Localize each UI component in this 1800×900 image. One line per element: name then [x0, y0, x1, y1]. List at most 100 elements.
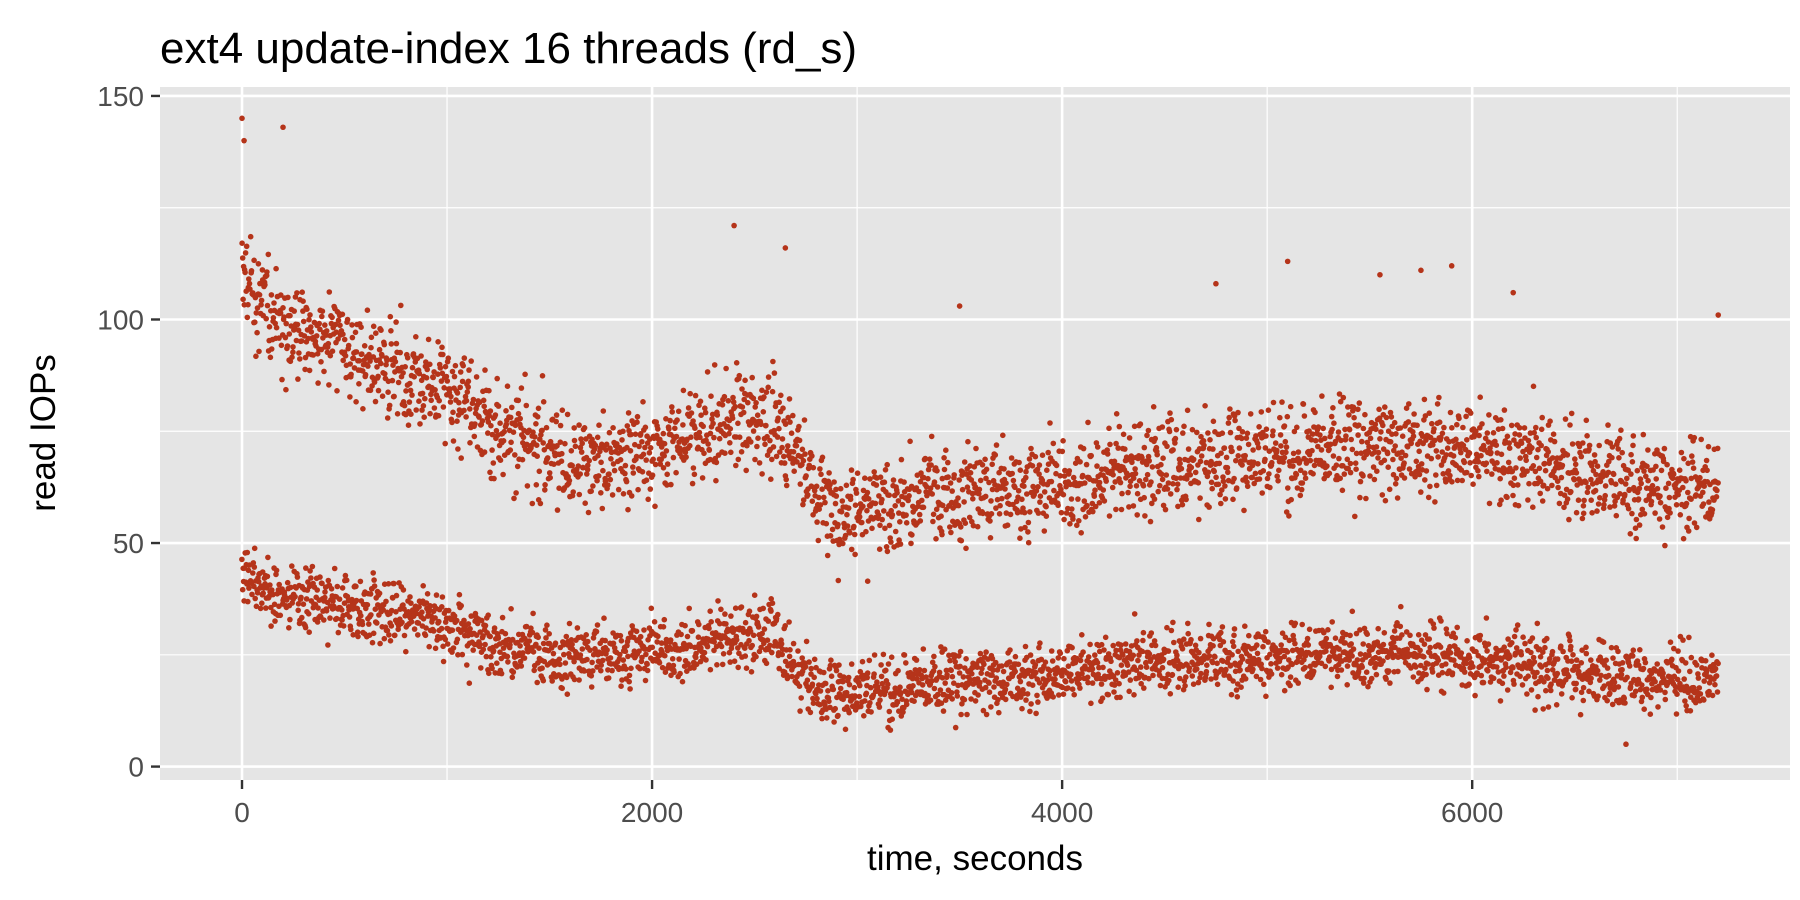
data-point	[1344, 682, 1350, 688]
data-point	[854, 470, 861, 477]
data-point	[816, 494, 822, 501]
data-point	[1197, 635, 1204, 642]
data-point	[430, 374, 437, 381]
data-point	[1065, 685, 1071, 691]
data-point	[760, 605, 766, 612]
data-point	[1511, 475, 1518, 482]
data-point	[1382, 404, 1388, 410]
data-point	[1084, 502, 1090, 509]
data-point	[636, 648, 642, 654]
data-point	[850, 476, 856, 483]
data-point	[708, 619, 714, 625]
data-point	[319, 580, 325, 587]
data-point	[889, 716, 895, 722]
data-point	[1003, 480, 1009, 487]
data-point	[1287, 674, 1294, 680]
data-point	[1364, 631, 1370, 637]
data-point	[1257, 676, 1264, 683]
data-point	[464, 662, 470, 668]
data-point	[1523, 457, 1529, 464]
data-point	[884, 548, 891, 555]
data-point	[817, 466, 823, 472]
data-point	[780, 405, 786, 412]
data-point	[1204, 662, 1210, 668]
data-point	[417, 421, 423, 427]
data-point	[440, 351, 446, 358]
data-point	[474, 620, 481, 627]
data-point	[554, 507, 561, 513]
data-point	[1247, 411, 1254, 417]
data-point	[962, 520, 969, 526]
data-point	[1196, 516, 1202, 523]
data-point	[1201, 442, 1207, 449]
data-point	[1513, 627, 1519, 633]
data-point	[876, 704, 883, 710]
data-point	[1270, 399, 1277, 406]
data-point	[1231, 626, 1238, 632]
data-point	[864, 670, 871, 676]
data-point	[1001, 466, 1007, 472]
data-point	[947, 480, 954, 486]
data-point	[1562, 416, 1569, 422]
data-point	[1531, 429, 1537, 436]
data-point	[817, 688, 824, 694]
data-point	[1373, 426, 1379, 433]
data-point	[444, 378, 451, 384]
data-point	[430, 628, 437, 634]
data-point	[1255, 461, 1261, 467]
data-point	[1141, 444, 1148, 451]
data-point	[890, 477, 897, 483]
data-point	[325, 340, 332, 347]
data-point	[294, 321, 301, 328]
data-point	[898, 456, 905, 463]
data-point	[1062, 678, 1069, 685]
data-point	[1347, 469, 1354, 476]
data-point	[1225, 420, 1232, 426]
data-point	[1536, 465, 1543, 472]
data-point	[894, 699, 901, 705]
data-point	[796, 423, 802, 430]
data-point	[1346, 412, 1352, 418]
data-point	[1188, 636, 1194, 643]
data-point	[1216, 460, 1223, 467]
data-point	[1399, 433, 1406, 440]
data-point	[1239, 656, 1246, 662]
data-point	[847, 496, 854, 503]
data-point	[1504, 494, 1510, 501]
data-point	[1019, 496, 1025, 503]
data-point	[1315, 424, 1322, 430]
data-point	[804, 677, 811, 683]
data-point	[480, 397, 487, 404]
data-point	[696, 621, 702, 628]
data-point	[322, 594, 328, 601]
data-point	[553, 412, 560, 418]
data-point	[630, 470, 637, 476]
data-point	[547, 474, 553, 481]
data-point	[264, 269, 270, 275]
data-point	[321, 368, 327, 375]
data-point	[697, 398, 704, 405]
data-point	[1241, 507, 1247, 514]
data-point	[576, 677, 582, 683]
data-point	[1432, 499, 1438, 505]
data-point	[569, 462, 575, 469]
data-point	[1544, 635, 1550, 642]
data-point	[465, 378, 472, 385]
data-point	[1341, 445, 1347, 452]
data-point	[1310, 471, 1316, 477]
data-point	[1385, 668, 1392, 674]
data-point	[1530, 463, 1537, 469]
data-point	[383, 598, 389, 605]
data-point	[640, 451, 647, 458]
data-point	[1323, 635, 1330, 642]
data-point	[1416, 471, 1423, 478]
data-point	[594, 622, 601, 628]
data-point	[405, 609, 412, 615]
data-point	[1210, 418, 1217, 425]
data-point	[239, 586, 246, 593]
data-point	[1517, 673, 1523, 680]
data-point	[459, 651, 466, 658]
data-point	[467, 626, 473, 632]
data-point	[1560, 648, 1566, 655]
data-point	[1244, 430, 1251, 437]
